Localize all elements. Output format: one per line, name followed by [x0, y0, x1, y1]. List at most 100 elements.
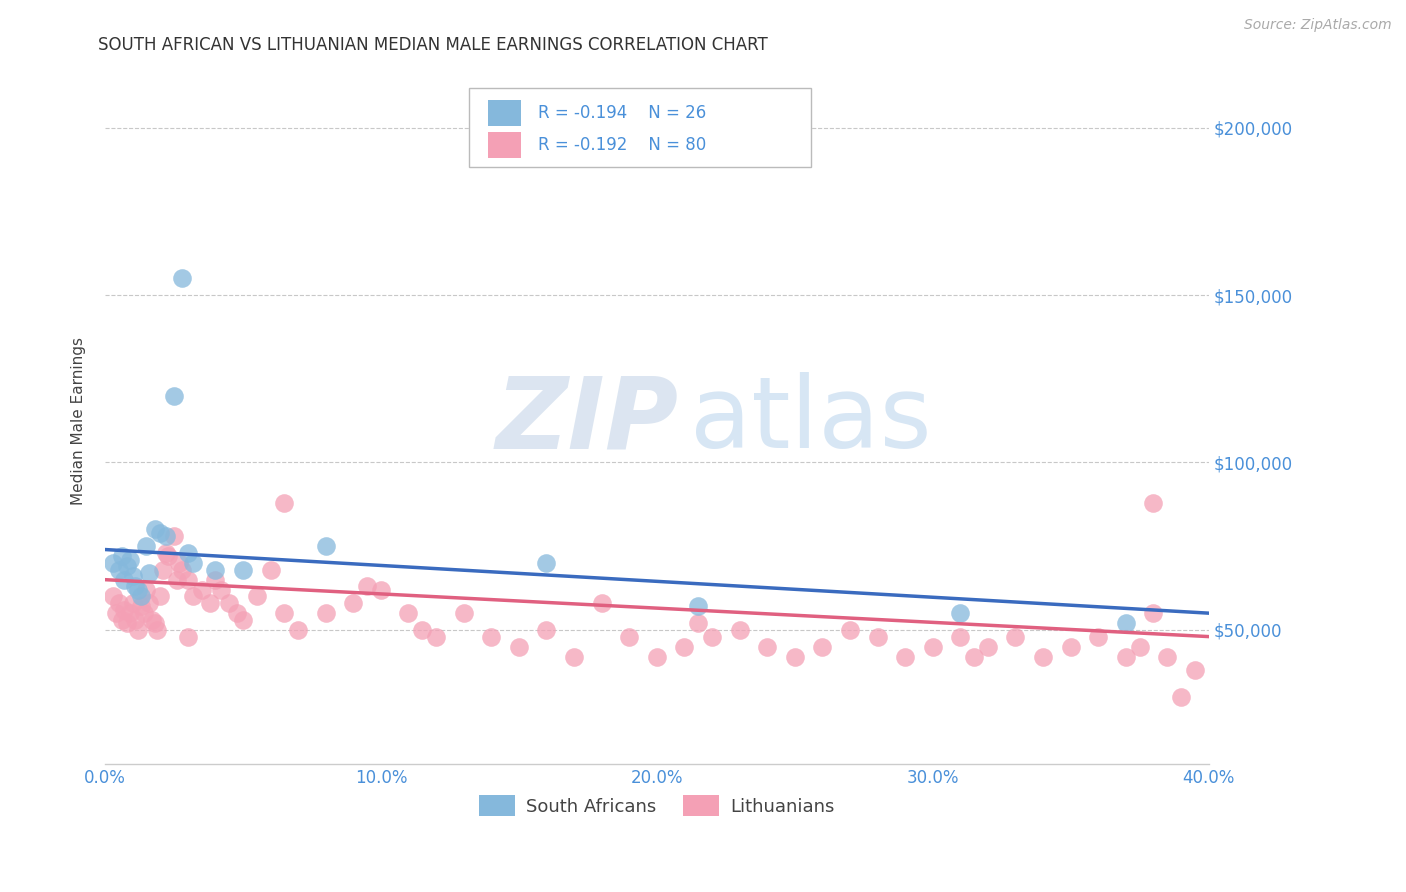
Point — [138, 596, 160, 610]
Point — [141, 613, 163, 627]
Point — [811, 640, 834, 654]
Point — [700, 630, 723, 644]
Point — [129, 599, 152, 614]
Point — [166, 573, 188, 587]
Point — [1170, 690, 1192, 704]
Point — [177, 546, 200, 560]
Point — [135, 582, 157, 597]
Point — [963, 649, 986, 664]
Point — [688, 616, 710, 631]
Text: R = -0.192    N = 80: R = -0.192 N = 80 — [537, 136, 706, 154]
Point — [1059, 640, 1081, 654]
Point — [209, 582, 232, 597]
Point — [728, 623, 751, 637]
Point — [112, 603, 135, 617]
Point — [645, 649, 668, 664]
Point — [342, 596, 364, 610]
Point — [977, 640, 1000, 654]
Y-axis label: Median Male Earnings: Median Male Earnings — [72, 336, 86, 505]
Point — [204, 563, 226, 577]
Point — [356, 579, 378, 593]
Point — [1142, 606, 1164, 620]
Point — [135, 539, 157, 553]
Point — [115, 616, 138, 631]
Point — [204, 573, 226, 587]
Point — [536, 556, 558, 570]
Point — [273, 496, 295, 510]
Point — [110, 549, 132, 564]
Point — [138, 566, 160, 580]
Point — [129, 590, 152, 604]
Point — [370, 582, 392, 597]
Point — [273, 606, 295, 620]
Bar — [488, 132, 522, 158]
Point — [259, 563, 281, 577]
Point — [169, 556, 191, 570]
Point — [894, 649, 917, 664]
Point — [177, 630, 200, 644]
Point — [152, 563, 174, 577]
Point — [1156, 649, 1178, 664]
Legend: South Africans, Lithuanians: South Africans, Lithuanians — [472, 789, 842, 823]
Point — [232, 563, 254, 577]
Point — [121, 569, 143, 583]
Point — [479, 630, 502, 644]
FancyBboxPatch shape — [470, 87, 811, 167]
Point — [163, 388, 186, 402]
Point — [508, 640, 530, 654]
Point — [673, 640, 696, 654]
Point — [181, 556, 204, 570]
Point — [688, 599, 710, 614]
Point — [411, 623, 433, 637]
Point — [124, 613, 146, 627]
Point — [146, 623, 169, 637]
Point — [453, 606, 475, 620]
Point — [866, 630, 889, 644]
Point — [107, 563, 129, 577]
Point — [1142, 496, 1164, 510]
Point — [132, 606, 155, 620]
Point — [315, 606, 337, 620]
Point — [1115, 616, 1137, 631]
Text: ZIP: ZIP — [496, 372, 679, 469]
Point — [143, 616, 166, 631]
Point — [155, 529, 177, 543]
Text: SOUTH AFRICAN VS LITHUANIAN MEDIAN MALE EARNINGS CORRELATION CHART: SOUTH AFRICAN VS LITHUANIAN MEDIAN MALE … — [98, 36, 768, 54]
Point — [1184, 663, 1206, 677]
Point — [118, 552, 141, 566]
Point — [949, 606, 972, 620]
Point — [246, 590, 269, 604]
Point — [172, 271, 194, 285]
Point — [591, 596, 613, 610]
Point — [115, 559, 138, 574]
Point — [198, 596, 221, 610]
Point — [315, 539, 337, 553]
Point — [425, 630, 447, 644]
Point — [155, 546, 177, 560]
Point — [157, 549, 180, 564]
Point — [127, 623, 149, 637]
Point — [124, 579, 146, 593]
Point — [149, 525, 172, 540]
Point — [143, 523, 166, 537]
Point — [838, 623, 860, 637]
Point — [1115, 649, 1137, 664]
Point — [107, 596, 129, 610]
Point — [121, 596, 143, 610]
Point — [163, 529, 186, 543]
Point — [226, 606, 249, 620]
Bar — [488, 100, 522, 126]
Point — [756, 640, 779, 654]
Point — [105, 606, 128, 620]
Point — [1004, 630, 1026, 644]
Point — [110, 613, 132, 627]
Point — [232, 613, 254, 627]
Point — [177, 573, 200, 587]
Point — [112, 573, 135, 587]
Point — [287, 623, 309, 637]
Text: R = -0.194    N = 26: R = -0.194 N = 26 — [537, 103, 706, 122]
Point — [181, 590, 204, 604]
Point — [398, 606, 420, 620]
Point — [619, 630, 641, 644]
Point — [103, 590, 125, 604]
